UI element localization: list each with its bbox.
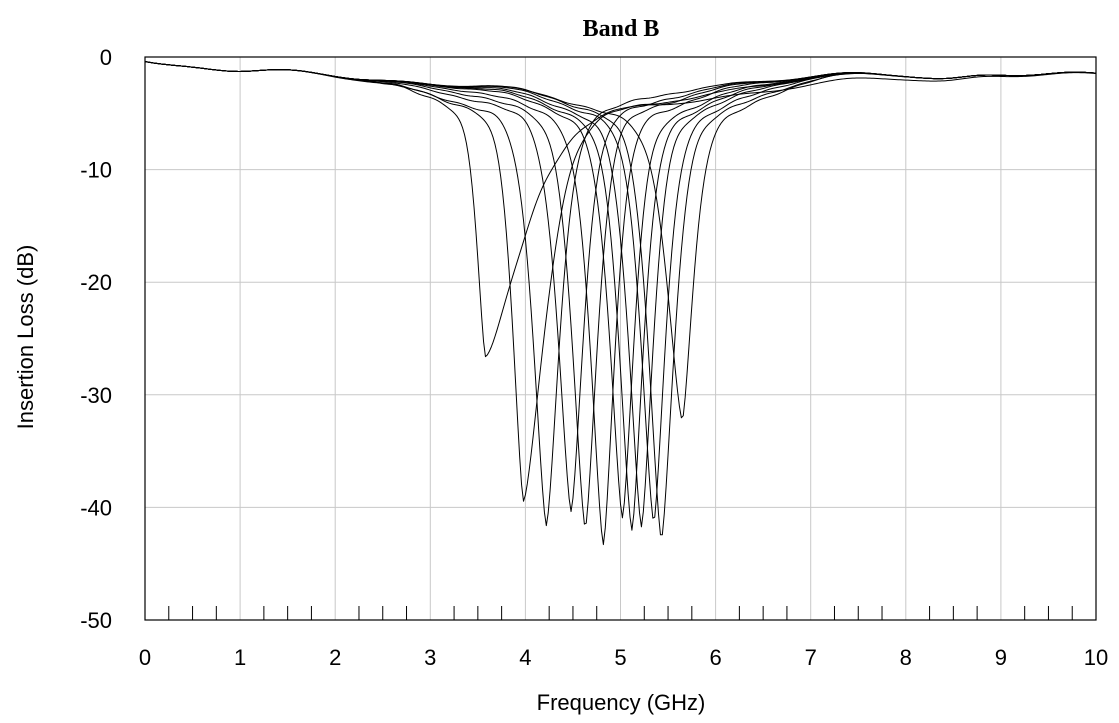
gridlines (145, 57, 1096, 620)
x-tick-label: 0 (139, 645, 151, 670)
x-tick-label: 10 (1084, 645, 1108, 670)
y-tick-label: -50 (80, 608, 112, 633)
chart-title: Band B (583, 16, 660, 42)
y-tick-label: -10 (80, 158, 112, 183)
y-tick-labels: 0 -10 -20 -30 -40 -50 (80, 45, 112, 633)
x-tick-label: 4 (519, 645, 531, 670)
x-tick-label: 3 (424, 645, 436, 670)
x-tick-label: 5 (614, 645, 626, 670)
x-tick-label: 2 (329, 645, 341, 670)
x-axis-label: Frequency (GHz) (537, 690, 706, 715)
y-tick-label: -20 (80, 270, 112, 295)
x-tick-labels: 0 1 2 3 4 5 6 7 8 9 10 (139, 645, 1108, 670)
plot-area (144, 56, 1097, 621)
x-tick-label: 9 (995, 645, 1007, 670)
x-tick-label: 8 (900, 645, 912, 670)
y-axis-label: Insertion Loss (dB) (13, 245, 38, 430)
x-tick-label: 1 (234, 645, 246, 670)
x-tick-label: 7 (805, 645, 817, 670)
y-tick-label: -30 (80, 383, 112, 408)
minor-ticks (168, 606, 1073, 620)
series-group (144, 61, 1097, 546)
series-line (144, 61, 1097, 419)
x-tick-label: 6 (709, 645, 721, 670)
y-tick-label: -40 (80, 495, 112, 520)
y-tick-label: 0 (100, 45, 112, 70)
